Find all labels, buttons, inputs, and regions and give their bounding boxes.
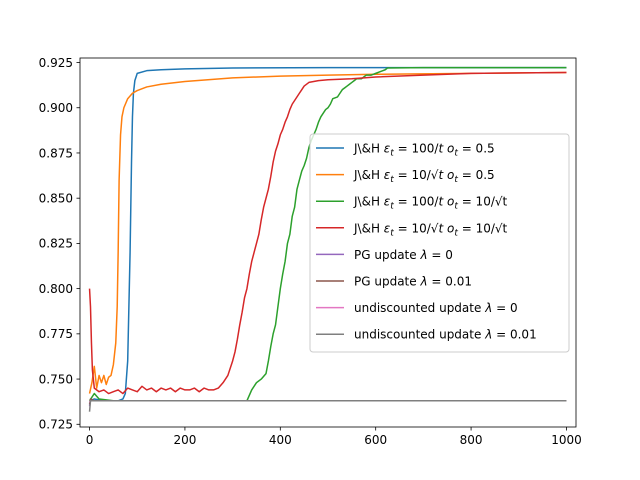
legend-label-part: = 0.5 <box>458 168 495 182</box>
x-tick-label: 1000 <box>551 433 582 447</box>
legend-label-part: J\&H <box>353 221 384 235</box>
legend-label-part: ε <box>384 221 391 235</box>
y-tick-label: 0.750 <box>39 372 73 386</box>
legend-label-6: PG update λ = 0.01 <box>354 275 472 289</box>
y-tick-label: 0.775 <box>39 327 73 341</box>
legend-label-part: = 0.01 <box>492 328 536 342</box>
x-tick-label: 800 <box>460 433 483 447</box>
y-tick-label: 0.800 <box>39 282 73 296</box>
legend-label-part: = 10/√ <box>394 168 439 182</box>
legend-label-part: t <box>454 202 458 212</box>
legend-label-part: = 10/√ <box>394 221 439 235</box>
legend-label-part: λ <box>484 328 492 342</box>
y-tick-label: 0.875 <box>39 146 73 160</box>
legend-label-part: ε <box>384 168 391 182</box>
legend-label-part: = 0.01 <box>428 275 472 289</box>
legend-label-part: t <box>438 195 444 209</box>
legend-label-part: t <box>390 228 394 238</box>
y-tick-label: 0.900 <box>39 101 73 115</box>
legend-label-part: t <box>438 168 444 182</box>
legend-label-part: t <box>438 221 444 235</box>
series-line-2 <box>88 71 567 394</box>
y-tick-label: 0.825 <box>39 237 73 251</box>
legend-label-part: t <box>390 202 394 212</box>
legend-label-part: J\&H <box>353 168 384 182</box>
legend-label-part: = 100/ <box>394 195 440 209</box>
legend-label-1: J\&H εt = 100/t ot = 0.5 <box>353 142 495 159</box>
series-line-8 <box>88 400 567 412</box>
legend-label-part: t <box>438 142 444 156</box>
legend-label-part: undiscounted update <box>354 301 485 315</box>
x-tick-label: 0 <box>86 433 94 447</box>
legend-label-part: t <box>390 175 394 185</box>
x-tick-label: 200 <box>173 433 196 447</box>
legend-label-part: J\&H <box>353 195 384 209</box>
y-tick-label: 0.850 <box>39 191 73 205</box>
legend-label-3: J\&H εt = 100/t ot = 10/√t <box>353 195 508 212</box>
legend-label-2: J\&H εt = 10/√t ot = 0.5 <box>353 168 495 185</box>
legend-label-7: undiscounted update λ = 0 <box>354 301 518 315</box>
legend-label-part: t <box>454 228 458 238</box>
legend-label-part: = 100/ <box>394 142 440 156</box>
legend: J\&H εt = 100/t ot = 0.5J\&H εt = 10/√t … <box>309 133 570 353</box>
legend-label-part: o <box>447 221 454 235</box>
legend-label-part: undiscounted update <box>354 328 485 342</box>
legend-label-part: = 10/√t <box>458 221 508 235</box>
legend-label-part: = 0.5 <box>458 142 495 156</box>
legend-label-part: t <box>454 175 458 185</box>
x-tick-label: 400 <box>269 433 292 447</box>
legend-label-part: ε <box>384 195 391 209</box>
legend-label-part: PG update <box>354 248 420 262</box>
legend-label-5: PG update λ = 0 <box>354 248 453 262</box>
legend-label-part: o <box>447 142 454 156</box>
legend-label-part: t <box>390 149 394 159</box>
legend-label-part: λ <box>419 248 427 262</box>
axes: 0 200 400 600 800 1000 0.725 0.750 0.775 0.800 0.8… <box>39 56 582 447</box>
y-tick-label: 0.725 <box>39 418 73 432</box>
y-tick-label: 0.925 <box>39 56 73 70</box>
legend-label-8: undiscounted update λ = 0.01 <box>354 328 537 342</box>
legend-label-part: o <box>447 168 454 182</box>
legend-label-part: = 10/√t <box>458 195 508 209</box>
legend-label-part: ε <box>384 142 391 156</box>
legend-label-part: = 0 <box>428 248 453 262</box>
legend-label-part: λ <box>484 301 492 315</box>
legend-label-part: λ <box>419 275 427 289</box>
legend-label-part: o <box>447 195 454 209</box>
legend-label-part: t <box>454 149 458 159</box>
legend-label-4: J\&H εt = 10/√t ot = 10/√t <box>353 221 508 238</box>
x-tick-label: 600 <box>364 433 387 447</box>
legend-label-part: = 0 <box>492 301 517 315</box>
legend-label-part: J\&H <box>353 142 384 156</box>
axes-frame <box>79 57 577 428</box>
series-line-4 <box>88 71 567 395</box>
legend-box <box>309 133 570 353</box>
legend-label-part: PG update <box>354 275 420 289</box>
